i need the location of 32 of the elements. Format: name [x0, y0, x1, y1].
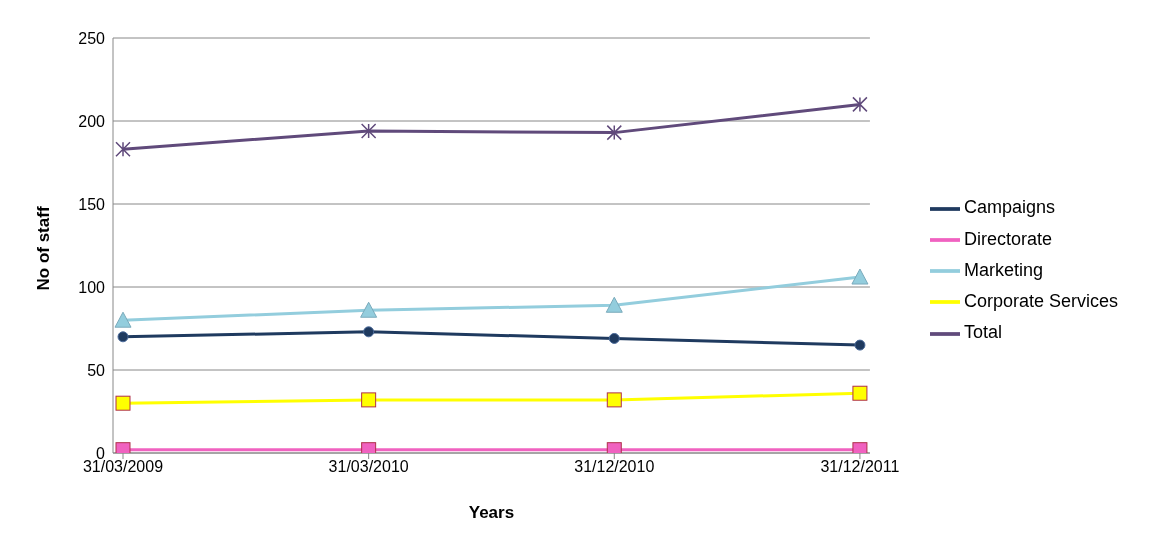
x-tick-label: 31/03/2009 — [82, 458, 164, 476]
point — [606, 124, 623, 141]
point — [361, 392, 377, 408]
point — [852, 385, 868, 401]
point — [360, 123, 377, 139]
y-tick-label: 250 — [78, 29, 106, 47]
point — [360, 301, 378, 318]
point — [851, 268, 869, 285]
point — [114, 311, 132, 328]
legend-label: Corporate Services — [963, 291, 1118, 312]
x-tick-label: 31/03/2010 — [328, 458, 409, 476]
x-tick-label: 31/12/2010 — [574, 458, 655, 476]
legend-label: Total — [963, 322, 1002, 343]
point — [854, 339, 866, 351]
y-tick-label: 200 — [78, 112, 106, 130]
legend-label: Directorate — [963, 228, 1052, 249]
point — [115, 395, 131, 411]
point — [363, 326, 375, 338]
y-tick-label: 150 — [78, 195, 106, 213]
legend-label: Marketing — [963, 259, 1043, 280]
y-tick-label: 50 — [87, 361, 106, 379]
y-axis-title: No of staff — [34, 206, 54, 291]
point — [852, 96, 868, 113]
x-axis-title: Years — [468, 503, 515, 522]
point — [608, 332, 620, 344]
point — [606, 392, 622, 408]
point — [605, 296, 623, 313]
point — [115, 141, 131, 157]
x-tick-label: 31/12/2011 — [820, 458, 900, 476]
y-tick-label: 100 — [78, 278, 106, 296]
point — [117, 331, 129, 343]
legend-label: Campaigns — [963, 197, 1055, 218]
